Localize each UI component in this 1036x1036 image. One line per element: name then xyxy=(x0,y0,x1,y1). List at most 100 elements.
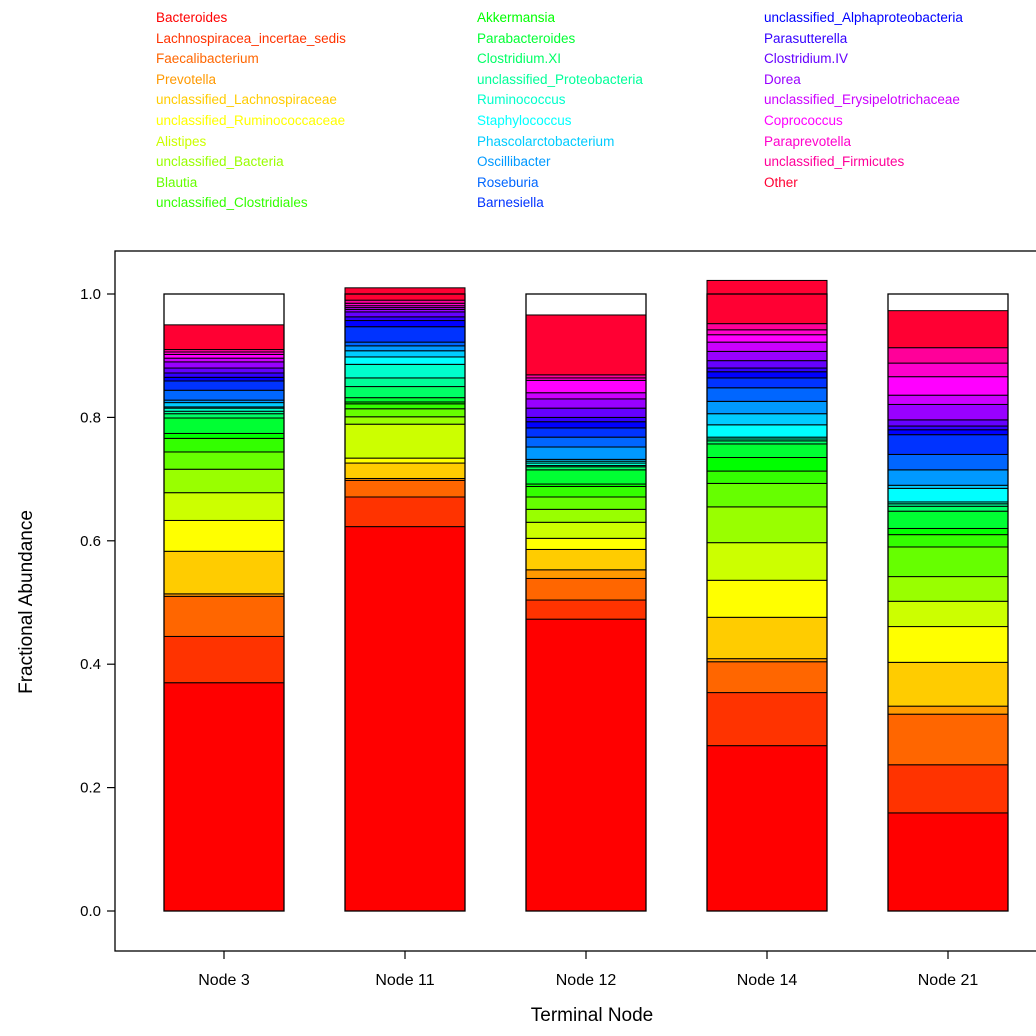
bar-segment xyxy=(344,397,466,403)
legend-entry: Clostridium.IV xyxy=(764,51,849,67)
bar-segment xyxy=(525,537,647,550)
bar-segment xyxy=(163,372,285,378)
bar-segment xyxy=(344,496,466,528)
bar-segment xyxy=(887,764,1009,814)
bar-segment xyxy=(706,341,828,352)
y-tick-label: 0.0 xyxy=(80,903,101,920)
bar-segment xyxy=(344,457,466,464)
bar-segment xyxy=(706,387,828,402)
bar-segment xyxy=(525,599,647,620)
y-tick-label: 0.8 xyxy=(80,409,101,426)
legend-entry: Faecalibacterium xyxy=(156,51,259,67)
legend-entry: unclassified_Proteobacteria xyxy=(477,71,643,87)
y-axis: 0.0 0.2 0.4 0.6 0.8 1.0 xyxy=(80,286,115,920)
legend-entry: Staphylococcus xyxy=(477,113,572,128)
legend-entry: Parasutterella xyxy=(764,30,848,46)
bar-segment xyxy=(163,550,285,595)
bar-segment xyxy=(163,437,285,453)
bar-segment xyxy=(525,577,647,601)
bar-segment xyxy=(525,392,647,400)
bar-segment xyxy=(344,350,466,358)
bars-group xyxy=(163,279,1009,912)
bar-segment xyxy=(163,413,285,419)
bar-segment xyxy=(706,413,828,426)
bar-segment xyxy=(163,324,285,351)
legend-entry: Akkermansia xyxy=(477,10,556,25)
bar-segment xyxy=(887,469,1009,486)
legend-entry: Blautia xyxy=(156,174,198,190)
bar-segment xyxy=(887,510,1009,529)
bar-segment xyxy=(706,506,828,544)
bar-segment xyxy=(706,350,828,362)
plot-box xyxy=(114,250,1036,952)
bar-segment xyxy=(525,379,647,394)
bar-segment xyxy=(525,521,647,539)
legend-entry: unclassified_Clostridiales xyxy=(156,195,308,211)
bar-segment xyxy=(525,548,647,571)
bar-segment xyxy=(163,417,285,434)
bar-segment xyxy=(706,279,828,325)
bar-segment xyxy=(887,812,1009,912)
bar-segment xyxy=(525,446,647,460)
legend-entry: Dorea xyxy=(764,71,801,87)
bar-segment xyxy=(344,423,466,459)
bar-segment xyxy=(887,425,1009,431)
bar-segment xyxy=(525,569,647,579)
bar-segment xyxy=(344,320,466,328)
bar-segment xyxy=(525,469,647,485)
bar-segment xyxy=(887,534,1009,548)
bar-segment xyxy=(706,424,828,438)
bar-segment xyxy=(163,519,285,552)
y-tick-label: 1.0 xyxy=(80,286,101,303)
legend-entry: Lachnospiracea_incertae_sedis xyxy=(156,30,346,46)
bar-segment xyxy=(887,505,1009,512)
bar-segment xyxy=(525,436,647,448)
bar-segment xyxy=(525,398,647,409)
legend-entry: unclassified_Erysipelotrichaceae xyxy=(764,92,960,108)
bar-segment xyxy=(163,376,285,382)
bar-segment xyxy=(706,367,828,373)
bar-segment xyxy=(163,635,285,684)
bar-segment xyxy=(344,341,466,347)
bar-segment xyxy=(706,661,828,694)
bar-segment xyxy=(887,362,1009,378)
bar-segment xyxy=(706,334,828,343)
bar-segment xyxy=(163,353,285,359)
bar-segment xyxy=(344,345,466,352)
bar-segment xyxy=(887,453,1009,471)
bar-segment xyxy=(344,311,466,318)
bar-segment xyxy=(887,434,1009,455)
legend: Bacteroides Lachnospiracea_incertae_sedis… xyxy=(0,0,1036,220)
x-tick-label: Node 14 xyxy=(737,972,798,989)
bar-segment xyxy=(706,616,828,660)
legend-entry: Parabacteroides xyxy=(477,30,576,46)
bar-segment xyxy=(887,527,1009,536)
x-tick-label: Node 21 xyxy=(918,972,979,989)
legend-entry: unclassified_Lachnospiraceae xyxy=(156,92,337,108)
y-axis-label: Fractional Abundance xyxy=(16,510,37,694)
bar-segment xyxy=(887,394,1009,405)
bar-segment xyxy=(344,386,466,399)
bar-outline xyxy=(525,293,647,912)
bar-segment xyxy=(706,400,828,415)
bar-segment xyxy=(887,546,1009,578)
y-tick-label: 0.6 xyxy=(80,533,101,550)
bar-segment xyxy=(887,661,1009,707)
x-axis: Node 3 Node 11 Node 12 Node 14 Node 21 xyxy=(198,951,978,989)
bar-segment xyxy=(706,323,828,331)
bar-segment xyxy=(344,462,466,479)
bar-segment xyxy=(344,403,466,410)
bar-segment xyxy=(344,377,466,388)
bar-segment xyxy=(344,356,466,365)
bar-segment xyxy=(344,416,466,425)
legend-entry: Coprococcus xyxy=(764,113,843,128)
legend-entry: Oscillibacter xyxy=(477,154,551,170)
legend-entry: Paraprevotella xyxy=(764,133,852,149)
bar-segment xyxy=(706,482,828,508)
bar-segment xyxy=(887,347,1009,364)
legend-entry: Roseburia xyxy=(477,174,539,190)
x-tick-label: Node 12 xyxy=(556,972,617,989)
bar-segment xyxy=(163,380,285,391)
legend-entry: Bacteroides xyxy=(156,10,228,25)
legend-entry: Ruminococcus xyxy=(477,92,566,108)
